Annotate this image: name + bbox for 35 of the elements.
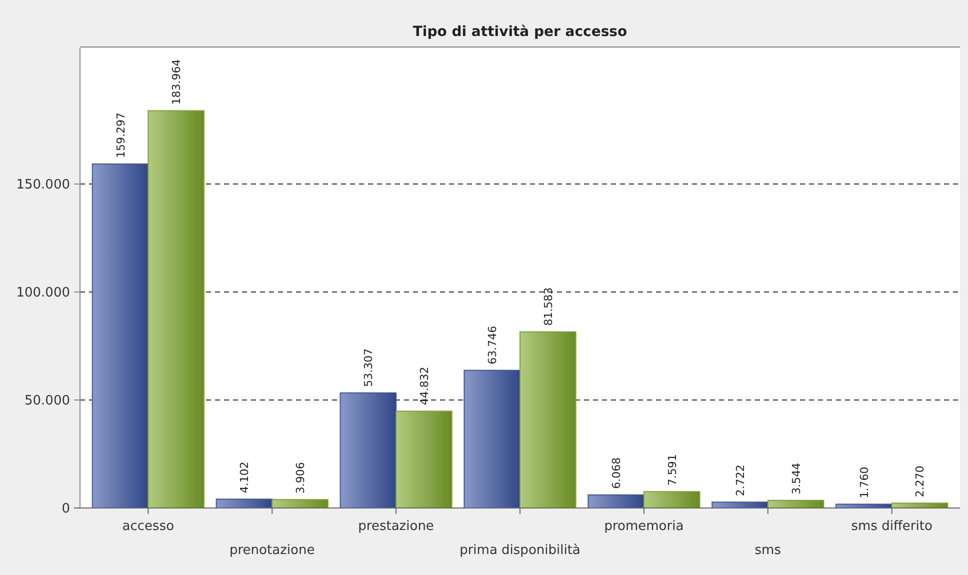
bar [148, 110, 204, 508]
x-tick-label: accesso [122, 519, 174, 534]
y-tick-label: 150.000 [16, 178, 70, 193]
bar [92, 163, 149, 508]
data-label: 159.297 [114, 112, 128, 158]
bar [464, 370, 520, 508]
bar [643, 491, 700, 508]
data-label: 7.591 [666, 454, 679, 486]
x-tick-label: prestazione [358, 519, 434, 534]
data-label: 63.746 [486, 326, 500, 364]
data-label: 1.760 [858, 466, 871, 498]
data-label: 2.722 [734, 464, 747, 496]
data-label: 81.583 [542, 287, 555, 326]
x-tick-label: promemoria [604, 519, 684, 534]
y-tick-label: 100.000 [16, 286, 70, 301]
data-label: 4.102 [238, 462, 252, 494]
data-label: 183.964 [170, 59, 184, 105]
y-tick-label: 50.000 [24, 394, 70, 409]
data-label: 2.270 [914, 466, 927, 498]
bar [520, 331, 576, 508]
bar [588, 494, 644, 508]
bar [396, 410, 452, 508]
x-tick-label: sms [754, 543, 782, 558]
bar [272, 499, 328, 508]
chart-title: Tipo di attività per accesso [412, 24, 628, 40]
y-tick-label: 0 [62, 502, 70, 517]
x-tick-label: prima disponibilità [460, 543, 580, 558]
data-label: 44.832 [418, 366, 431, 406]
data-label: 3.544 [790, 462, 803, 494]
x-tick-label: sms differito [851, 519, 932, 534]
x-tick-label: prenotazione [230, 543, 315, 558]
bar [340, 392, 397, 508]
data-label: 53.307 [362, 348, 376, 387]
data-label: 3.906 [294, 462, 307, 494]
data-label: 6.068 [610, 457, 624, 489]
